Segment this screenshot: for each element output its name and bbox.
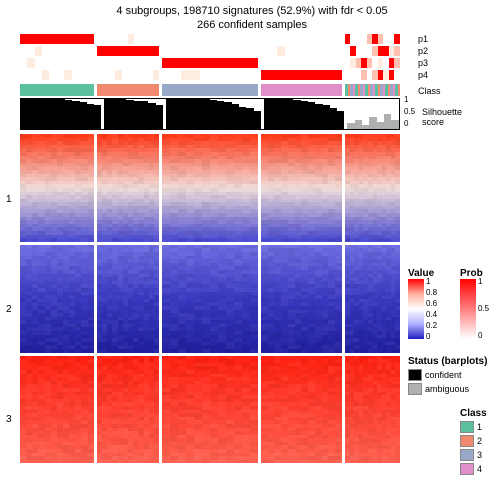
tick: 1 [478,277,482,286]
value-ticks: 1 0.8 0.6 0.4 0.2 0 [426,279,448,339]
panel-label: 1 [6,194,12,205]
heatmap [20,134,400,464]
value-legend: Value 1 0.8 0.6 0.4 0.2 0 [408,264,448,339]
main-area: p1 p2 p3 p4 Class 0 0.5 1 Silhouette sco… [20,34,400,482]
legends: Value 1 0.8 0.6 0.4 0.2 0 Prob 1 [408,34,502,494]
prob-legend: Prob 1 0.5 0 [460,264,496,339]
title: 4 subgroups, 198710 signatures (52.9%) w… [0,0,504,33]
title-line1: 4 subgroups, 198710 signatures (52.9%) w… [0,4,504,18]
legend-title: Status (barplots) [408,356,487,367]
tick: 0.6 [426,299,437,308]
tick: 0.4 [426,310,437,319]
tick: 0 [426,332,430,341]
tick: 0 [478,331,482,340]
class-legend2: Class 1234 [460,404,487,475]
title-line2: 266 confident samples [0,18,504,32]
panel-label: 3 [6,414,12,425]
silhouette-track: 0 0.5 1 [20,98,400,130]
prob-gradient [460,279,476,339]
tick: 0.2 [426,321,437,330]
prob-tracks [20,34,400,82]
value-gradient [408,279,424,339]
status-legend: Status (barplots) confidentambiguous [408,352,487,395]
figure: 4 subgroups, 198710 signatures (52.9%) w… [0,0,504,504]
legend-title: Class [460,408,487,419]
tick: 1 [426,277,430,286]
class-track [20,84,400,96]
tick: 0.8 [426,288,437,297]
panel-label: 2 [6,304,12,315]
tick: 0.5 [478,304,489,313]
prob-ticks: 1 0.5 0 [478,279,496,339]
